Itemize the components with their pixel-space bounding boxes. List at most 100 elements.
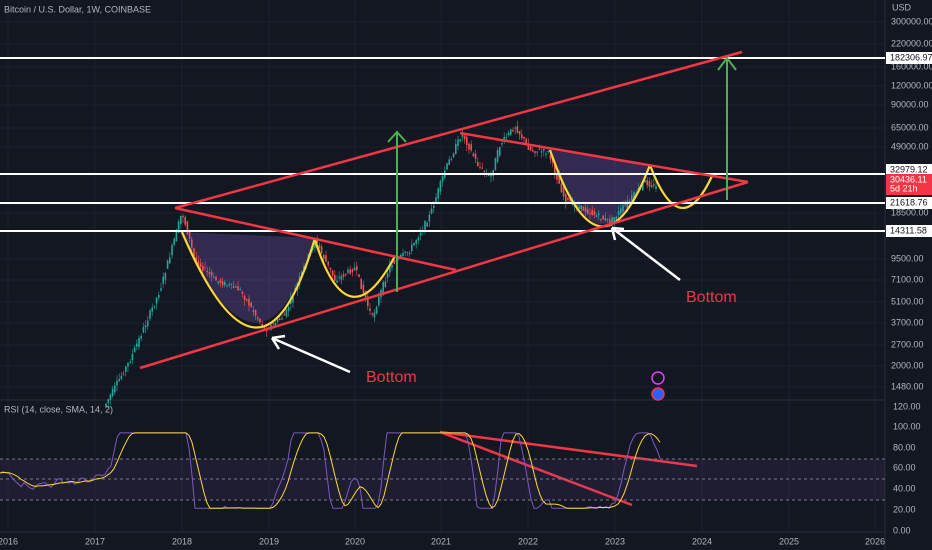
levels [0,57,885,232]
candle [208,272,211,275]
candle [243,296,246,301]
price-label: 160000.00 [891,61,932,71]
target-arrows [387,56,737,292]
candle [369,308,371,311]
candle [426,222,428,227]
candle [347,269,349,273]
rsi-lines [0,432,661,509]
rsi-label: 0.00 [893,525,911,535]
candle [375,306,378,314]
candle [360,278,362,290]
candle [602,215,604,220]
candle [114,385,116,393]
arrow [387,130,407,292]
candle [472,153,475,157]
candle [466,136,468,146]
axis-unit: USD [892,2,912,12]
candle [281,318,283,320]
rsi-band [0,459,885,500]
candle [457,139,459,147]
candle [193,248,195,256]
candle [540,151,543,153]
price-label: 220000.00 [891,38,932,48]
time-label: 2024 [692,536,712,546]
candle [334,274,336,281]
candle [648,181,651,187]
candle [237,286,239,291]
candle [402,252,404,256]
candle [391,264,393,268]
candle [400,254,402,257]
candle [323,254,325,259]
candle [274,322,277,326]
candle [562,186,565,197]
price-label: 300000.00 [891,16,932,26]
rsi-trendline [439,430,633,507]
candle [356,266,358,271]
time-label: 2025 [779,536,799,546]
cup-fill [180,232,315,323]
candle [107,399,109,403]
candle [199,263,202,267]
candle [408,253,411,255]
candle [173,238,175,245]
candle [626,201,629,208]
candle [364,291,367,300]
candle [558,175,560,184]
candle [195,257,197,262]
time-label: 2016 [0,536,18,546]
event-icon[interactable] [651,387,665,401]
rsi-label: 40.00 [893,483,916,493]
candle [595,215,598,217]
candle [589,213,591,215]
price-tag [886,174,932,195]
candle [340,275,343,280]
candle [617,211,620,216]
grid [0,0,885,532]
candle [477,161,479,167]
candle [450,158,453,160]
candle [534,151,536,154]
candle [287,307,290,312]
level-label: 32979.12 [890,164,928,174]
candle [206,270,208,272]
candle [153,305,156,307]
arc [313,239,396,298]
candle [622,205,624,212]
trendline [139,180,749,370]
time-label: 2018 [172,536,192,546]
candle [210,271,213,276]
candle [606,218,609,220]
time-label: 2021 [431,536,451,546]
candle [301,271,303,276]
candle [133,347,136,353]
candle [254,310,257,316]
candle [567,197,569,200]
event-icon[interactable] [651,371,665,385]
candle [633,192,635,198]
level-tag [886,52,932,64]
candle [578,206,580,209]
candle [378,296,380,306]
candle [516,126,519,133]
rsi-trendline [439,430,698,468]
candle [501,143,503,145]
candle [598,213,600,216]
candle [373,312,376,318]
candle [241,291,244,294]
candle [283,314,285,316]
candle [151,307,153,312]
candle [228,284,230,286]
candle [338,276,340,278]
candle [494,158,497,171]
candle [468,143,470,150]
price-label: 5100.00 [891,296,924,306]
candle [314,241,316,248]
arrow [717,56,737,200]
candle [514,127,516,129]
candle [631,195,633,201]
countdown: 5d 21h [890,183,918,193]
candle [316,239,318,243]
candle [600,219,602,221]
